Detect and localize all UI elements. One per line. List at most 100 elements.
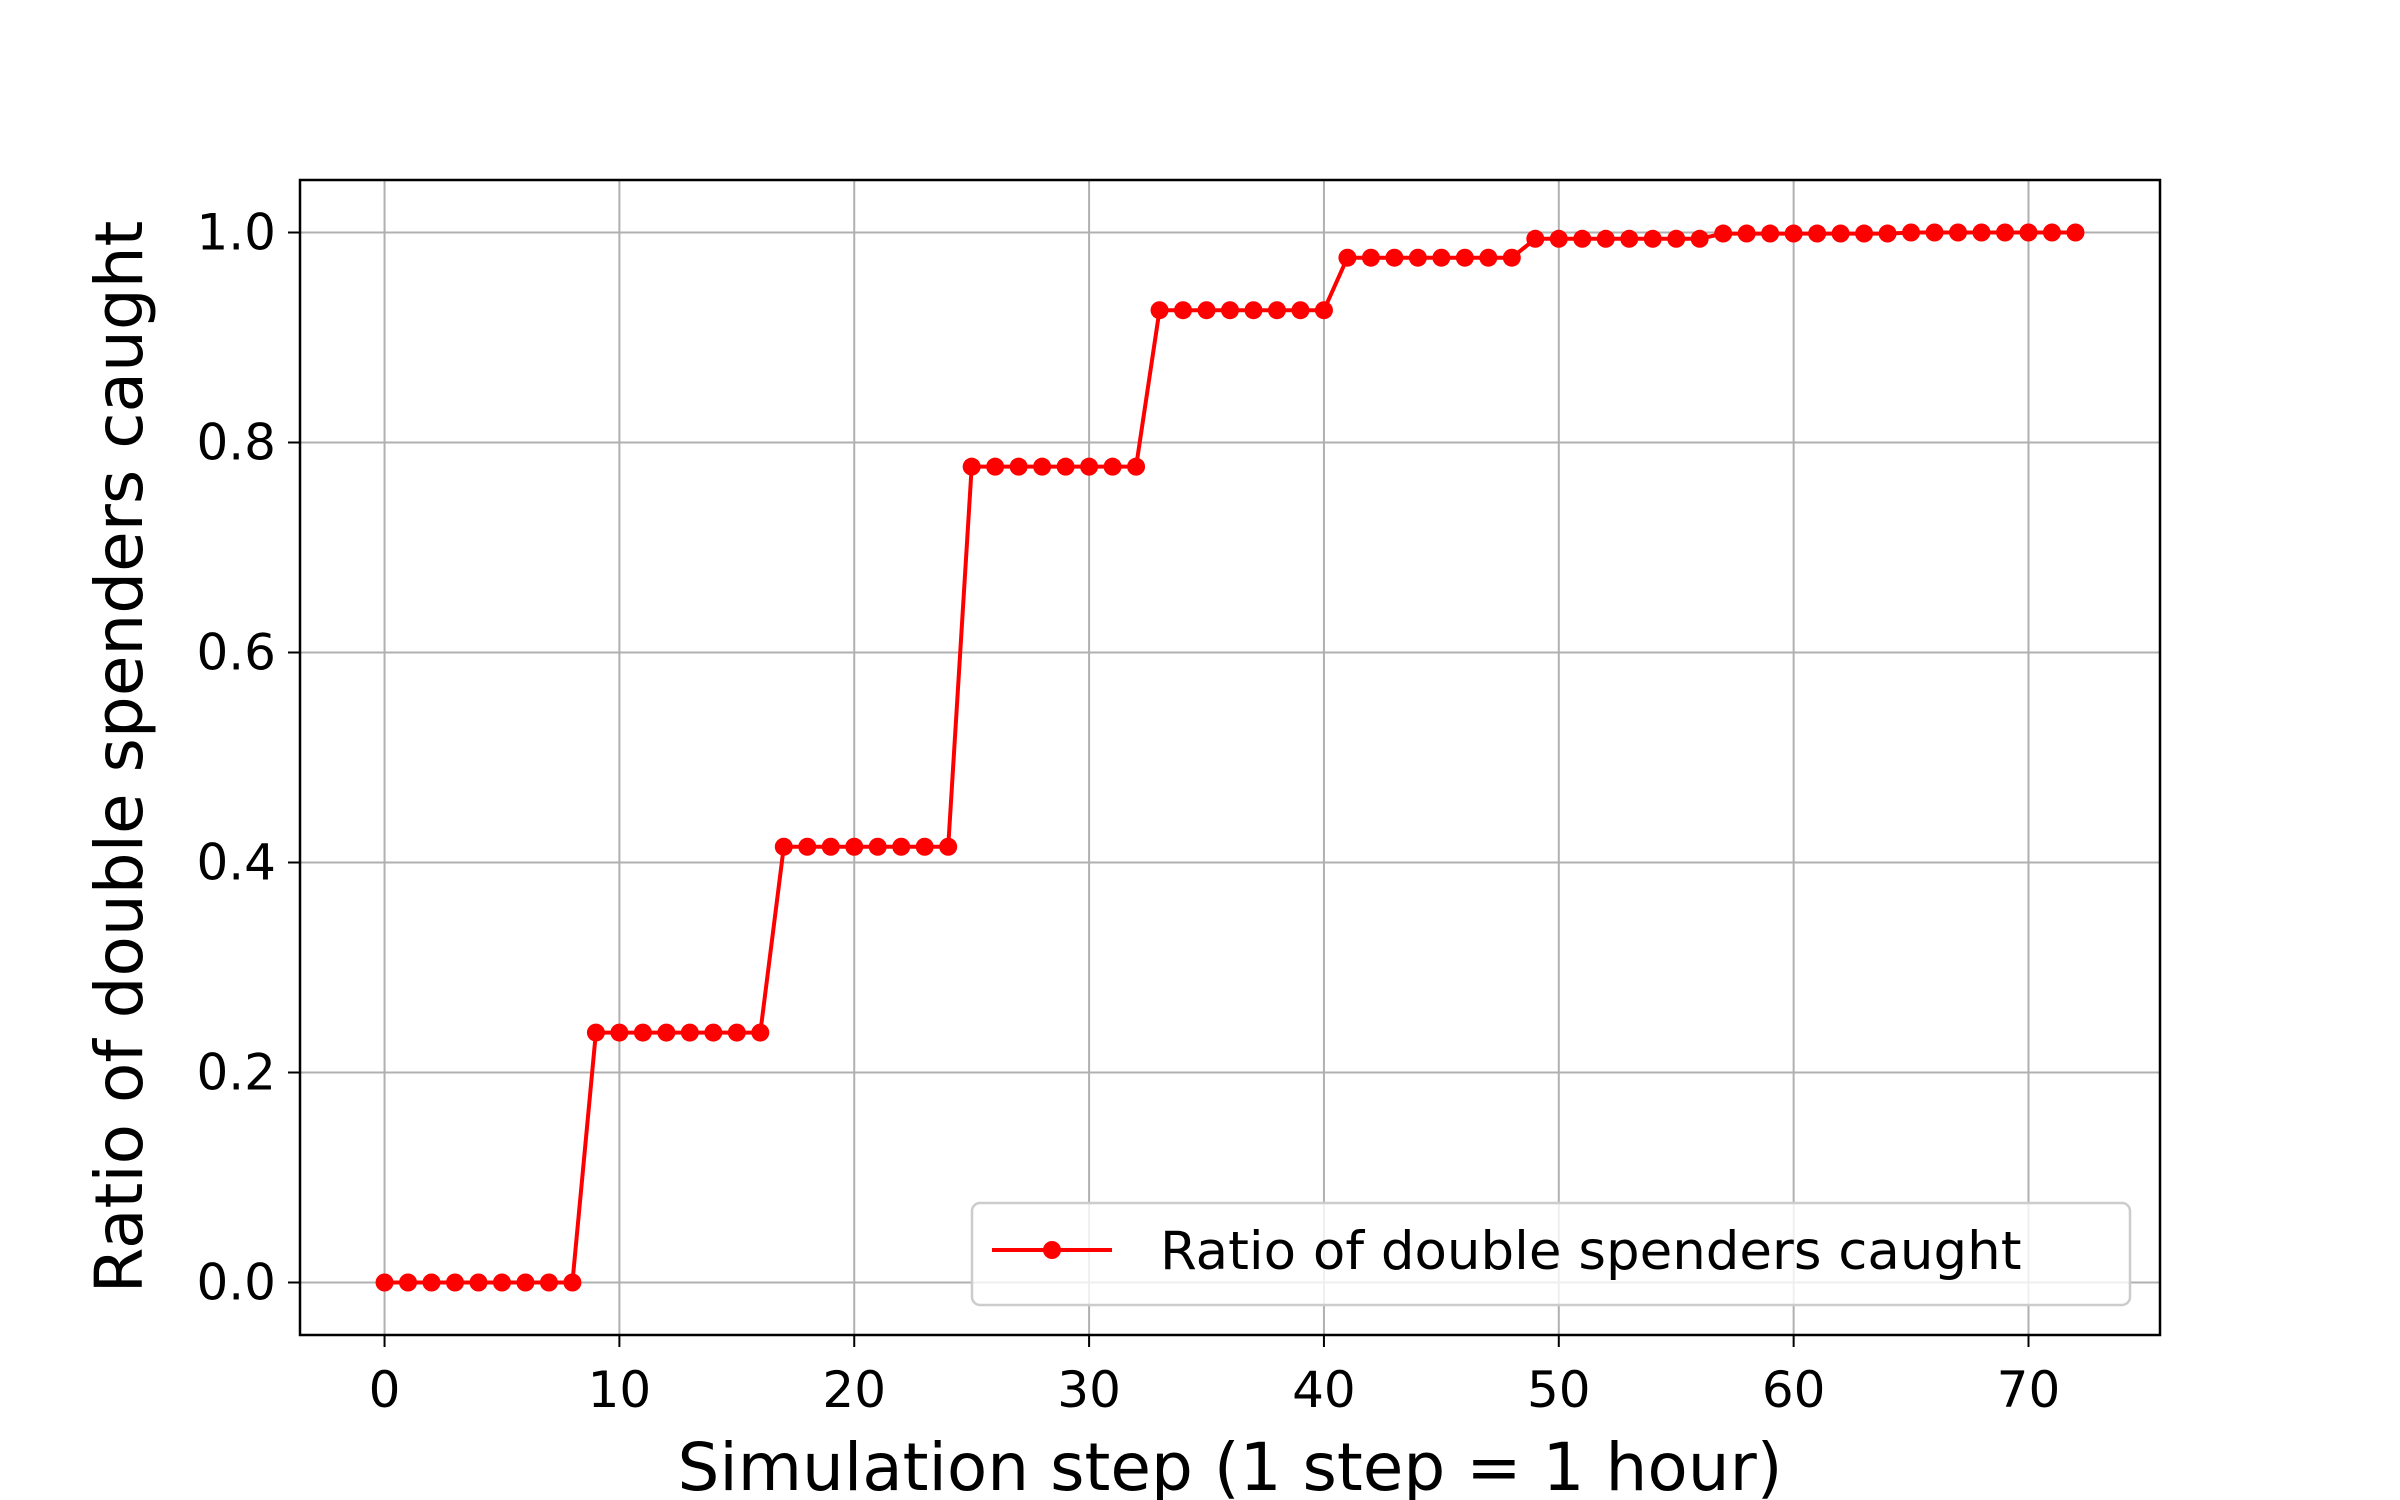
ticks: 0 10 20 30 40 50 60 70 0.0 0.2 0.4 0.6 0.8 1.0 [196, 204, 2060, 1420]
data-point [1033, 457, 1052, 476]
x-tick-label: 40 [1292, 1361, 1356, 1419]
legend-entry-label: Ratio of double spenders caught [1160, 1221, 2022, 1282]
legend-marker-swatch [1043, 1241, 1061, 1259]
x-tick-label: 70 [1997, 1361, 2061, 1419]
data-point [633, 1023, 652, 1042]
data-point [1432, 248, 1451, 267]
data-point [469, 1273, 488, 1292]
data-point [1714, 224, 1733, 243]
x-tick-label: 0 [369, 1361, 401, 1419]
y-axis-label: Ratio of double spenders caught [81, 221, 158, 1294]
data-point [939, 837, 958, 856]
data-point [1573, 229, 1592, 248]
y-tick-label: 0.8 [196, 414, 276, 472]
data-point [1314, 301, 1333, 320]
data-point [375, 1273, 394, 1292]
data-point [1808, 224, 1827, 243]
data-point [751, 1023, 770, 1042]
data-point [962, 457, 981, 476]
y-tick-label: 0.0 [196, 1254, 276, 1312]
data-point [1221, 301, 1239, 320]
data-point [1009, 457, 1028, 476]
data-point [774, 837, 793, 856]
data-point [868, 837, 887, 856]
data-point [2019, 223, 2038, 242]
data-point [657, 1023, 676, 1042]
x-tick-label: 50 [1527, 1361, 1591, 1419]
x-tick-label: 10 [588, 1361, 652, 1419]
y-tick-label: 0.4 [196, 834, 276, 892]
x-tick-label: 60 [1762, 1361, 1826, 1419]
data-point [1620, 229, 1639, 248]
data-point [1690, 229, 1709, 248]
data-point [1455, 248, 1474, 267]
data-point [586, 1023, 605, 1042]
data-point [1902, 223, 1921, 242]
grid [300, 180, 2160, 1335]
legend: Ratio of double spenders caught [970, 1201, 2132, 1307]
data-point [1996, 223, 2014, 242]
data-point [1667, 229, 1686, 248]
data-point [1737, 224, 1756, 243]
data-point [1526, 229, 1545, 248]
data-point [492, 1273, 511, 1292]
data-point [1855, 224, 1874, 243]
series-line [384, 230, 2076, 1285]
data-point [446, 1273, 464, 1292]
data-point [1761, 224, 1780, 243]
data-point [1502, 248, 1521, 267]
data-point [1596, 229, 1615, 248]
data-point [845, 837, 864, 856]
data-point [1291, 301, 1310, 320]
data-point [1479, 248, 1498, 267]
data-point [680, 1023, 699, 1042]
data-point [610, 1023, 629, 1042]
series-layer [375, 223, 2085, 1292]
data-point [915, 837, 934, 856]
data-point [704, 1023, 723, 1042]
data-point [1972, 223, 1991, 242]
data-point [2066, 223, 2085, 242]
data-point [1338, 248, 1357, 267]
data-point [1831, 224, 1850, 243]
data-point [1784, 224, 1803, 243]
data-point [1643, 229, 1662, 248]
data-point [1267, 301, 1286, 320]
data-point [1197, 301, 1216, 320]
data-point [539, 1273, 558, 1292]
data-point [1385, 248, 1404, 267]
data-point [821, 837, 840, 856]
x-tick-label: 20 [822, 1361, 886, 1419]
data-point [563, 1273, 582, 1292]
data-point [1244, 301, 1263, 320]
data-point [1408, 248, 1427, 267]
data-point [516, 1273, 535, 1292]
data-point [1949, 223, 1968, 242]
data-point [1150, 301, 1169, 320]
data-point [1080, 457, 1099, 476]
y-tick-label: 1.0 [196, 204, 276, 262]
y-tick-label: 0.2 [196, 1044, 276, 1102]
data-point [1103, 457, 1122, 476]
data-point [1174, 301, 1193, 320]
y-tick-label: 0.6 [196, 624, 276, 682]
data-point [1056, 457, 1075, 476]
data-point [399, 1273, 418, 1292]
data-point [1127, 457, 1146, 476]
data-point [1361, 248, 1380, 267]
data-point [892, 837, 911, 856]
data-point [986, 457, 1005, 476]
data-point [798, 837, 817, 856]
data-point [1549, 229, 1568, 248]
data-point [1878, 224, 1897, 243]
data-point [422, 1273, 441, 1292]
x-tick-label: 30 [1057, 1361, 1121, 1419]
data-point [2042, 223, 2061, 242]
data-point [727, 1023, 746, 1042]
plot-frame [298, 178, 2162, 1337]
legend-box [970, 1201, 2132, 1307]
x-axis-label: Simulation step (1 step = 1 hour) [678, 1429, 1783, 1500]
data-point [1925, 223, 1944, 242]
